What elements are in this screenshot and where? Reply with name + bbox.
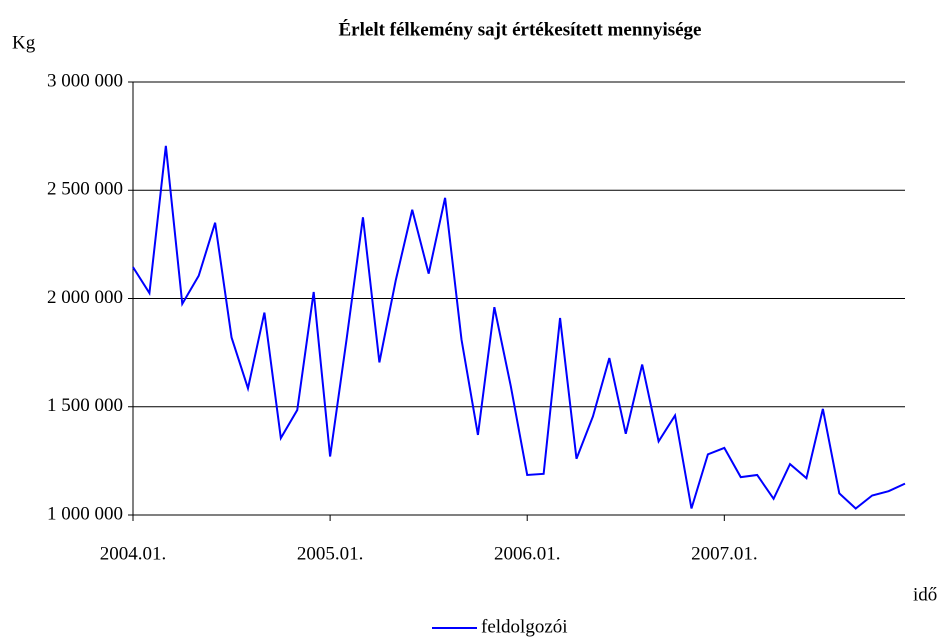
x-axis-label: idő [913, 584, 937, 605]
x-tick-label: 2005.01. [297, 543, 364, 564]
x-tick-label: 2006.01. [494, 543, 561, 564]
line [132, 145, 906, 510]
y-tick-label: 2 500 000 [47, 179, 123, 200]
y-tick-label: 1 500 000 [47, 395, 123, 416]
x-tick-label: 2004.01. [100, 543, 167, 564]
legend-label: feldolgozói [481, 616, 568, 637]
y-tick-label: 1 000 000 [47, 503, 123, 524]
y-axis-label: Kg [12, 32, 36, 53]
x-tick-label: 2007.01. [691, 543, 758, 564]
y-tick-label: 2 000 000 [47, 287, 123, 308]
y-tick-label: 3 000 000 [47, 70, 123, 91]
chart-title: Érlelt félkemény sajt értékesített menny… [339, 18, 702, 40]
